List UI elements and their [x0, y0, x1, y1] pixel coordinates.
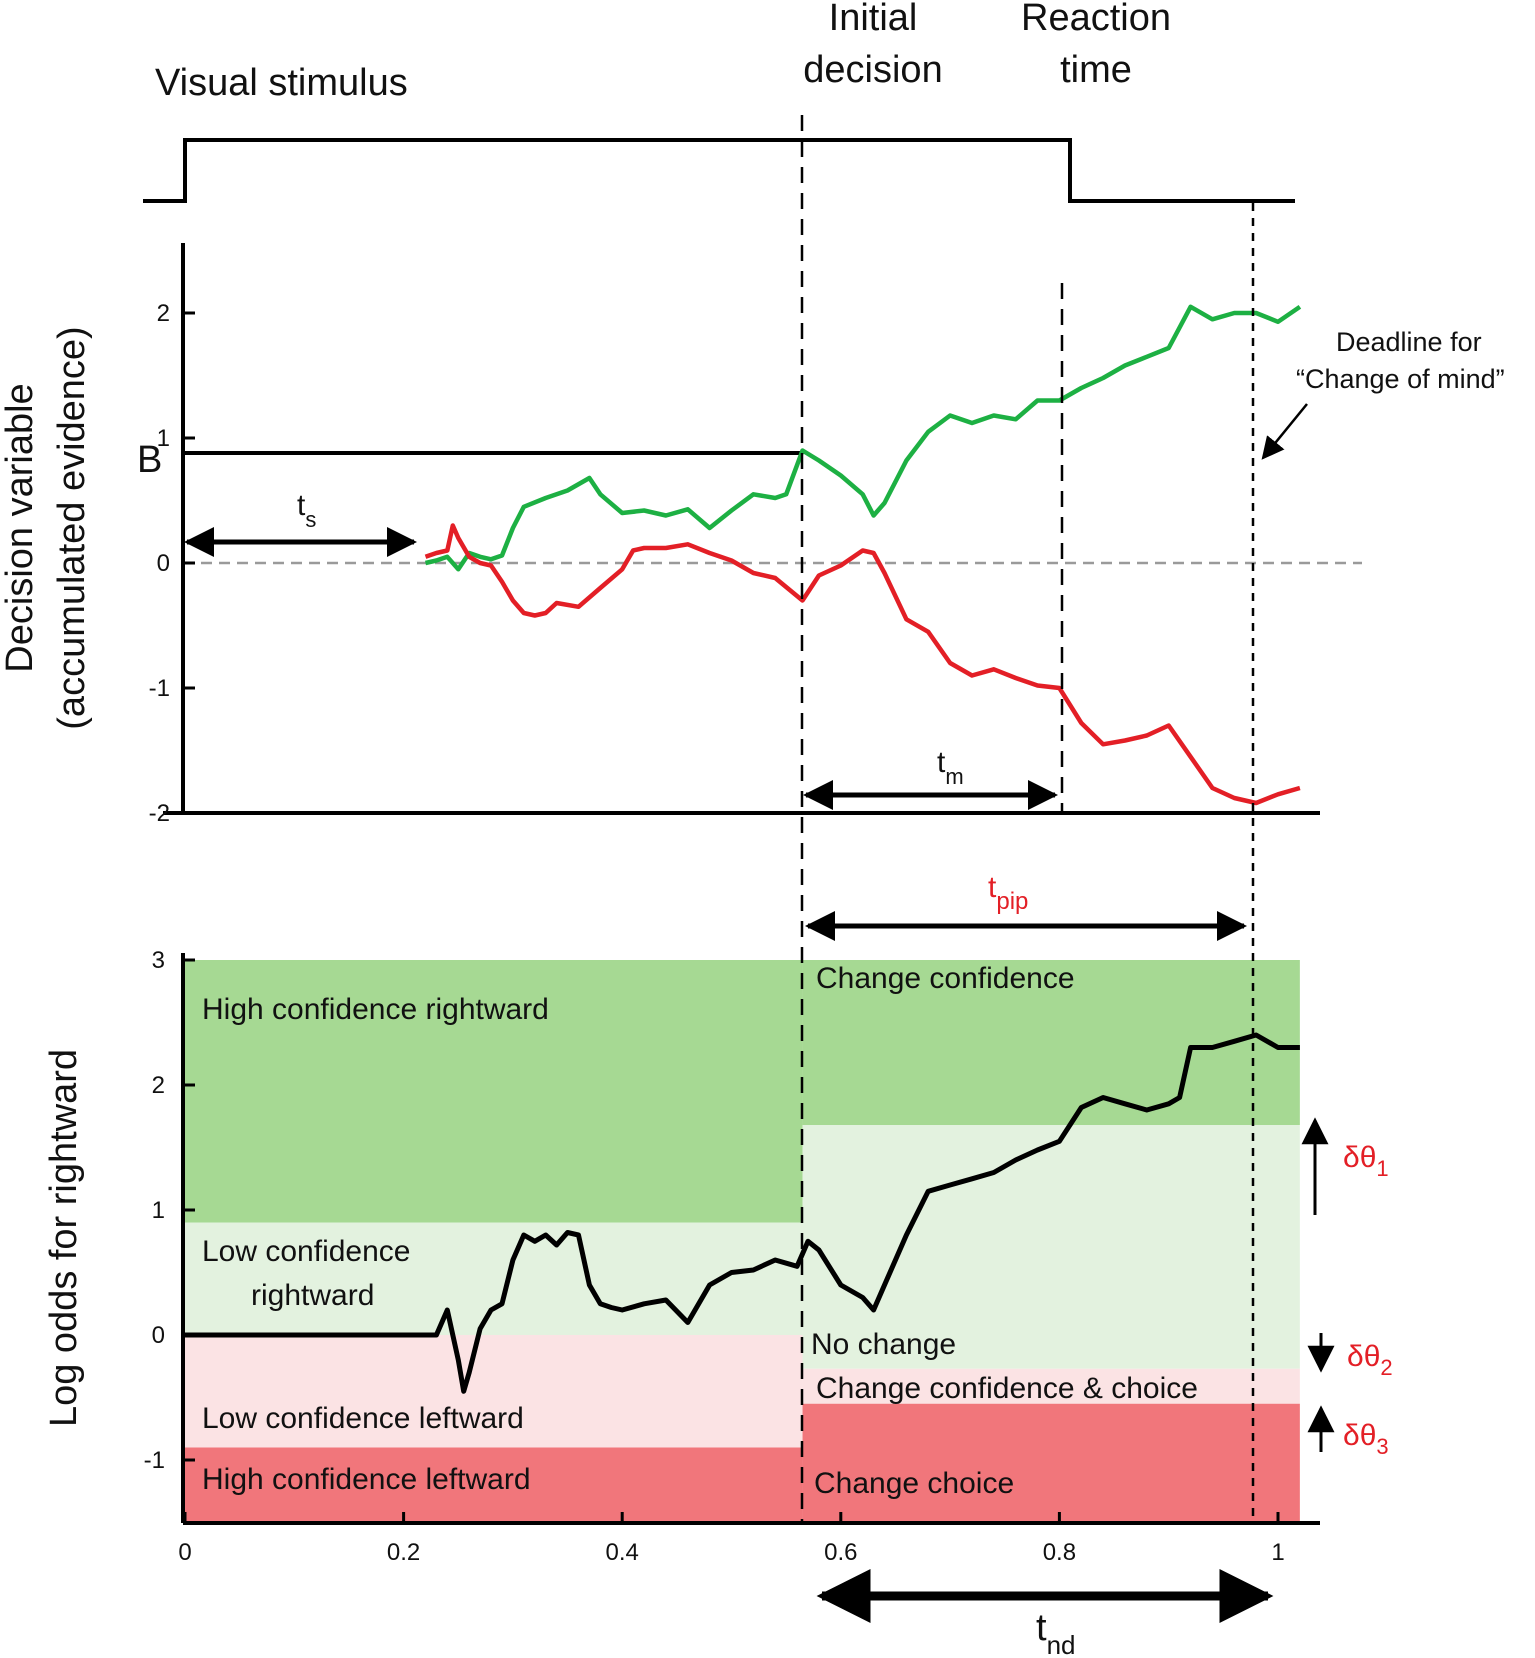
region-high-left [183, 1447, 803, 1523]
reaction-time-label-1: Reaction [1021, 0, 1171, 39]
top-y-tick-label: 0 [157, 550, 170, 577]
dtheta3-label: δθ3 [1343, 1419, 1389, 1459]
tnd-label: tnd [1036, 1607, 1075, 1658]
bottom-y-tick-label: 1 [152, 1197, 165, 1224]
red-trace [424, 523, 1301, 806]
deadline-pointer [1261, 403, 1308, 460]
reaction-time-label-2: time [1060, 49, 1132, 91]
ts-label: ts [297, 489, 316, 532]
bottom-y-tick-label: 3 [152, 947, 165, 974]
top-y-axis-label-1: Decision variable [0, 383, 41, 672]
region-change-confidence [802, 960, 1300, 1125]
initial-decision-label-2: decision [803, 49, 942, 91]
region-change-choice [802, 1403, 1300, 1523]
initial-decision-label-1: Initial [829, 0, 918, 39]
region-label-high-right: High confidence rightward [202, 993, 549, 1026]
bound-label: B [137, 439, 162, 481]
region-change-conf-choice [802, 1368, 1300, 1404]
top-y-tick-label: 2 [157, 300, 170, 327]
bottom-y-axis-label: Log odds for rightward [43, 1049, 85, 1427]
deadline-label-1: Deadline for [1336, 327, 1482, 357]
stimulus-trace [143, 138, 1295, 203]
tpip-label: tpip [988, 871, 1028, 915]
bottom-x-tick-label: 0.6 [824, 1539, 857, 1566]
log-odds-trace [185, 1032, 1300, 1394]
region-label-low-right-1: Low confidence [202, 1235, 410, 1268]
bottom-y-tick-label: 2 [152, 1072, 165, 1099]
dtheta1-label: δθ1 [1343, 1141, 1389, 1181]
dtheta2-label: δθ2 [1347, 1340, 1393, 1380]
bottom-x-tick-label: 0.8 [1043, 1539, 1076, 1566]
bottom-x-tick-label: 0.2 [387, 1539, 420, 1566]
green-trace [424, 304, 1302, 572]
bottom-y-tick-label: -1 [144, 1447, 165, 1474]
bottom-x-tick-label: 0 [178, 1539, 191, 1566]
stimulus-label: Visual stimulus [155, 62, 408, 104]
log-odds-panel: High confidence rightward Low confidence… [43, 871, 1393, 1658]
top-y-axis-label-2: (accumulated evidence) [51, 326, 93, 729]
top-y-tick-label: 1 [157, 425, 170, 452]
top-y-tick-label: -1 [149, 675, 170, 702]
region-label-change-confidence: Change confidence [816, 962, 1075, 995]
region-no-change [802, 1125, 1300, 1369]
top-y-tick-label: -2 [149, 800, 170, 827]
tm-label: tm [937, 746, 964, 789]
region-low-left [183, 1335, 803, 1448]
region-label-high-left: High confidence leftward [202, 1463, 531, 1496]
decision-variable-panel: B ts tm Deadline for “Change of mind” De… [0, 243, 1505, 827]
region-label-no-change: No change [811, 1328, 956, 1361]
region-label-low-right-2: rightward [251, 1279, 374, 1312]
region-label-change-choice: Change choice [814, 1467, 1014, 1500]
bottom-x-tick-label: 1 [1271, 1539, 1284, 1566]
bottom-y-tick-label: 0 [152, 1322, 165, 1349]
region-label-change-conf-choice: Change confidence & choice [816, 1372, 1198, 1405]
region-high-right [183, 960, 803, 1223]
region-label-low-left: Low confidence leftward [202, 1402, 524, 1435]
deadline-label-2: “Change of mind” [1296, 364, 1505, 394]
bottom-x-tick-label: 0.4 [606, 1539, 639, 1566]
region-low-right [183, 1222, 803, 1335]
